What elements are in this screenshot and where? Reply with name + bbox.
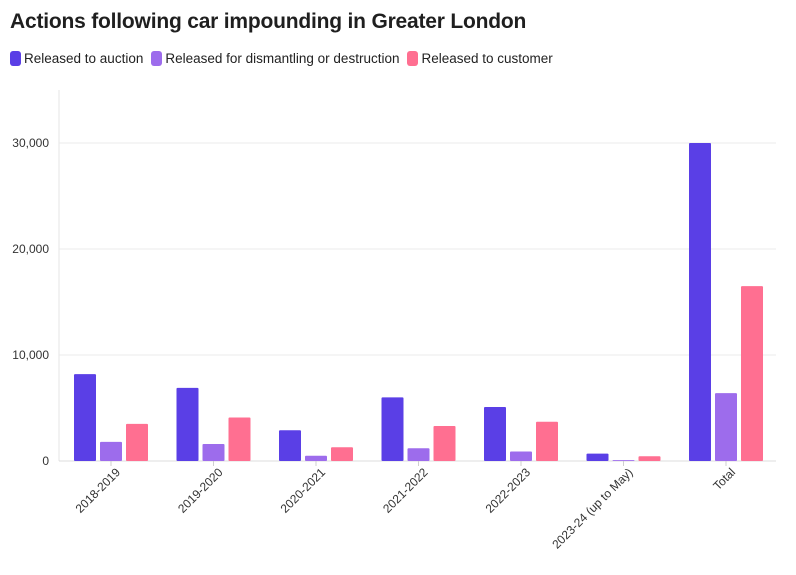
bar[interactable] bbox=[484, 406, 506, 461]
x-tick-label: 2018-2019 bbox=[73, 465, 124, 516]
bar[interactable] bbox=[536, 421, 558, 461]
x-tick-label: 2022-2023 bbox=[483, 465, 534, 516]
legend-item-customer[interactable]: Released to customer bbox=[407, 51, 553, 66]
bar[interactable] bbox=[126, 423, 148, 461]
bar[interactable] bbox=[100, 441, 122, 461]
bar[interactable] bbox=[741, 286, 763, 461]
x-tick-label: Total bbox=[710, 465, 738, 493]
axes bbox=[58, 90, 776, 466]
legend-swatch-customer bbox=[407, 51, 419, 66]
bar[interactable] bbox=[381, 397, 404, 461]
x-tick-label: 2021-2022 bbox=[380, 465, 431, 516]
legend-swatch-auction bbox=[10, 51, 21, 66]
legend: Released to auction Released for dismant… bbox=[10, 51, 561, 66]
bar[interactable] bbox=[331, 447, 353, 461]
x-tick-label: 2023-24 (up to May) bbox=[549, 465, 635, 551]
bar[interactable] bbox=[612, 460, 635, 461]
x-tick-labels: 2018-2019 2019-2020 2020-2021 2021-2022 2022… bbox=[73, 465, 738, 552]
bar[interactable] bbox=[638, 456, 661, 461]
bar[interactable] bbox=[407, 448, 430, 461]
bar[interactable] bbox=[305, 455, 327, 461]
chart-title: Actions following car impounding in Grea… bbox=[10, 10, 527, 33]
y-tick-label: 30,000 bbox=[12, 136, 49, 150]
legend-label-customer: Released to customer bbox=[421, 51, 553, 66]
bar[interactable] bbox=[510, 451, 532, 461]
bar[interactable] bbox=[433, 426, 456, 461]
x-tick-label: 2020-2021 bbox=[278, 465, 329, 516]
gridlines bbox=[59, 142, 776, 356]
legend-label-auction: Released to auction bbox=[24, 51, 144, 66]
bar[interactable] bbox=[279, 430, 301, 461]
x-tick-label: 2019-2020 bbox=[175, 465, 226, 516]
y-tick-labels: 0 10,000 20,000 30,000 bbox=[12, 136, 49, 468]
bar[interactable] bbox=[715, 393, 737, 461]
bar[interactable] bbox=[228, 417, 251, 461]
bar[interactable] bbox=[74, 374, 96, 461]
legend-label-dismantling: Released for dismantling or destruction bbox=[165, 51, 400, 66]
y-tick-label: 20,000 bbox=[12, 242, 49, 256]
bar[interactable] bbox=[176, 387, 199, 461]
bars bbox=[74, 143, 763, 461]
y-tick-label: 10,000 bbox=[12, 348, 49, 362]
legend-item-auction[interactable]: Released to auction bbox=[10, 51, 143, 66]
legend-item-dismantling[interactable]: Released for dismantling or destruction bbox=[151, 51, 399, 66]
bar[interactable] bbox=[586, 453, 609, 461]
legend-swatch-dismantling bbox=[151, 51, 163, 66]
y-tick-label: 0 bbox=[42, 454, 49, 468]
bar[interactable] bbox=[689, 143, 711, 461]
bar[interactable] bbox=[202, 444, 225, 461]
